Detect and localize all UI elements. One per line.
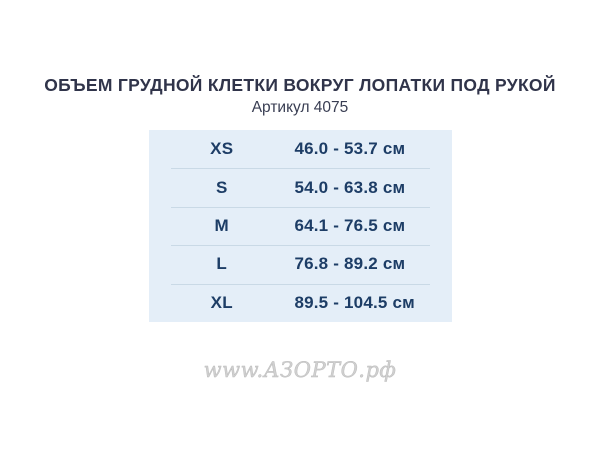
- article-number: Артикул 4075: [251, 99, 349, 116]
- size-range-value: 54.0 - 63.8 см: [294, 177, 406, 197]
- size-table: XS 46.0 - 53.7 см S 54.0 - 63.8 см M 64.…: [149, 130, 452, 322]
- table-row-xl: XL 89.5 - 104.5 см: [149, 283, 452, 322]
- size-range-value: 89.5 - 104.5 см: [294, 292, 415, 312]
- size-label: S: [215, 177, 228, 197]
- size-range-value: 64.1 - 76.5 см: [294, 215, 406, 235]
- size-range-value: 76.8 - 89.2 см: [294, 254, 406, 274]
- table-row-l: L 76.8 - 89.2 см: [149, 245, 452, 283]
- table-row-s: S 54.0 - 63.8 см: [149, 168, 452, 206]
- table-row-xs: XS 46.0 - 53.7 см: [149, 130, 452, 168]
- chart-title: ОБЪЕМ ГРУДНОЙ КЛЕТКИ ВОКРУГ ЛОПАТКИ ПОД …: [44, 75, 556, 95]
- size-label: XS: [210, 139, 234, 159]
- watermark-text: www.АЗОРТО.рф: [203, 358, 397, 383]
- size-range-value: 46.0 - 53.7 см: [294, 139, 406, 159]
- size-label: L: [216, 254, 228, 274]
- size-label: M: [214, 215, 229, 235]
- table-row-m: M 64.1 - 76.5 см: [149, 206, 452, 245]
- size-label: XL: [210, 292, 233, 312]
